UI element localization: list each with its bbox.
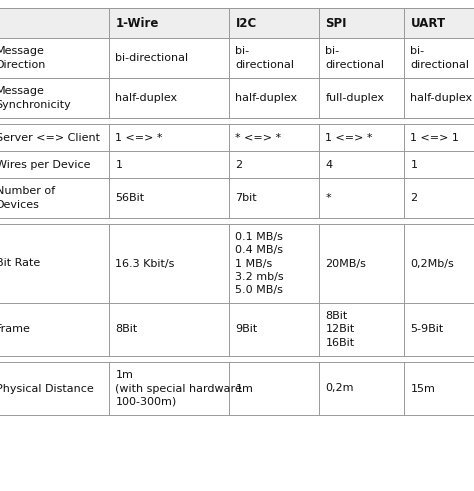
Text: bi-
directional: bi- directional [326,47,384,70]
Bar [109,8,229,38]
Text: 5-9Bit: 5-9Bit [410,325,444,334]
Bar [0,8,109,38]
Text: 8Bit: 8Bit [116,325,138,334]
Text: half-duplex: half-duplex [410,93,473,103]
Text: 2: 2 [236,160,243,169]
Bar [404,8,474,38]
Text: 1m
(with special hardware
100-300m): 1m (with special hardware 100-300m) [116,370,242,407]
Text: 0,2m: 0,2m [326,383,354,393]
Text: half-duplex: half-duplex [116,93,178,103]
Text: 20MB/s: 20MB/s [326,258,366,269]
Text: 0.1 MB/s
0.4 MB/s
1 MB/s
3.2 mb/s
5.0 MB/s: 0.1 MB/s 0.4 MB/s 1 MB/s 3.2 mb/s 5.0 MB… [236,232,284,295]
Bar [319,8,404,38]
Text: 1-Wire: 1-Wire [116,17,159,29]
Text: 56Bit: 56Bit [116,193,145,203]
Text: 1 <=> 1: 1 <=> 1 [410,133,459,142]
Text: bi-
directional: bi- directional [410,47,470,70]
Text: 7bit: 7bit [236,193,257,203]
Text: full-duplex: full-duplex [326,93,384,103]
Text: 1 <=> *: 1 <=> * [326,133,373,142]
Text: 15m: 15m [410,383,436,393]
Text: 1m: 1m [236,383,254,393]
Text: Number of
Devices: Number of Devices [0,187,55,210]
Text: UART: UART [410,17,446,29]
Text: Server <=> Client: Server <=> Client [0,133,100,142]
Text: 8Bit
12Bit
16Bit: 8Bit 12Bit 16Bit [326,311,355,348]
Text: 16.3 Kbit/s: 16.3 Kbit/s [116,258,175,269]
Text: Physical Distance: Physical Distance [0,383,93,393]
Text: SPI: SPI [326,17,347,29]
Text: 4: 4 [326,160,333,169]
Text: 2: 2 [410,193,418,203]
Text: Message
Synchronicity: Message Synchronicity [0,86,71,109]
Text: bi-
directional: bi- directional [236,47,294,70]
Text: * <=> *: * <=> * [236,133,282,142]
Text: bi-directional: bi-directional [116,53,189,63]
Text: 1: 1 [116,160,122,169]
Text: 1: 1 [410,160,418,169]
Text: 1 <=> *: 1 <=> * [116,133,163,142]
Text: 0,2Mb/s: 0,2Mb/s [410,258,454,269]
Text: Wires per Device: Wires per Device [0,160,90,169]
Text: Message
Direction: Message Direction [0,47,46,70]
Text: Bit Rate: Bit Rate [0,258,40,269]
Bar [229,8,319,38]
Text: Frame: Frame [0,325,30,334]
Text: 9Bit: 9Bit [236,325,258,334]
Text: *: * [326,193,331,203]
Text: half-duplex: half-duplex [236,93,298,103]
Text: I2C: I2C [236,17,257,29]
